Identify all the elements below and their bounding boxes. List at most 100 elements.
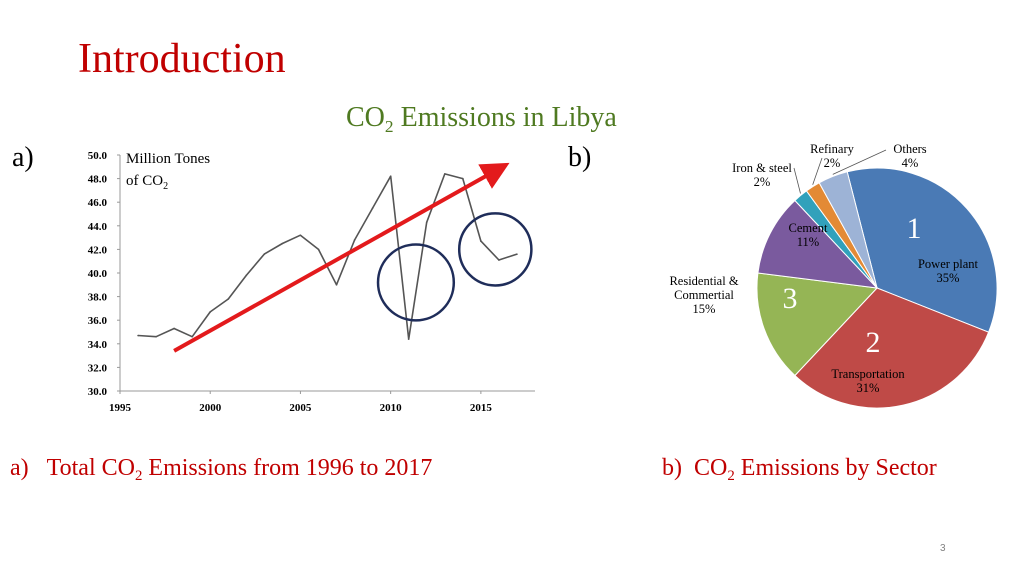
y-axis-label-line1: Million Tones <box>126 151 210 167</box>
line-chart-axes <box>117 154 535 394</box>
x-tick-label: 2015 <box>470 402 493 414</box>
data-point <box>137 334 139 337</box>
data-point <box>389 175 392 178</box>
label-refinary-line: Refinary <box>810 142 854 156</box>
caption-b: b) CO2 Emissions by Sector <box>662 456 937 484</box>
x-tick-label: 1995 <box>109 402 132 414</box>
data-point <box>462 177 464 180</box>
label-power-plant: Power plant 35% <box>918 257 979 285</box>
data-point <box>425 221 428 224</box>
x-tick-label: 2005 <box>289 402 312 414</box>
label-transportation-line: Transportation <box>831 367 905 381</box>
caption-b-prefix: CO <box>694 455 728 481</box>
data-point <box>263 253 266 255</box>
panel-a-letter: a) <box>12 142 34 173</box>
pie-slice-transportation <box>794 287 990 409</box>
data-point <box>353 239 356 241</box>
leader-refinary <box>812 157 823 185</box>
label-cement: Cement 11% <box>789 221 828 249</box>
pie-slices <box>756 167 998 409</box>
panel-b-letter: b) <box>568 142 592 173</box>
data-point <box>480 240 482 242</box>
label-cement-line: Cement <box>789 221 828 235</box>
data-point <box>443 173 446 175</box>
y-tick-label: 48.0 <box>88 174 108 186</box>
caption-b-marker: b) <box>662 455 682 481</box>
y-tick-label: 34.0 <box>88 339 108 351</box>
y-tick-label: 46.0 <box>88 197 108 209</box>
data-point <box>516 253 518 255</box>
pie-slice-residential-commertial <box>756 272 879 377</box>
caption-a: a) Total CO2 Emissions from 1996 to 2017 <box>10 456 432 484</box>
y-tick-label: 42.0 <box>88 244 108 256</box>
label-power-plant-line: 35% <box>937 271 960 285</box>
data-point <box>299 234 302 237</box>
label-refinary: Refinary 2% <box>810 142 854 170</box>
label-iron-steel-line: Iron & steel <box>732 161 792 175</box>
pie-chart: Power plant 35% Transportation 31% Residenti… <box>669 142 998 409</box>
y-axis-label-line2: of CO2 <box>126 173 168 192</box>
label-residential: Residential & Commertial 15% <box>669 274 738 316</box>
label-iron-steel: Iron & steel 2% <box>732 161 792 189</box>
data-point <box>407 338 410 340</box>
highlight-circle-1 <box>376 243 456 322</box>
caption-b-subscript: 2 <box>727 468 735 485</box>
label-iron-steel-line: 2% <box>754 175 771 189</box>
rank-number-1: 1 <box>907 212 922 245</box>
data-point <box>227 298 230 300</box>
data-point <box>245 274 248 277</box>
caption-a-suffix: Emissions from 1996 to 2017 <box>142 455 433 481</box>
y-tick-label: 50.0 <box>88 150 108 162</box>
rank-number-2: 2 <box>866 326 881 359</box>
chart-section-title: CO2 Emissions in Libya <box>346 102 617 137</box>
highlight-circle-2 <box>457 212 533 287</box>
line-chart: 30.0 32.0 34.0 36.0 38.0 40.0 42.0 44.0 46.0 48.0… <box>88 150 535 414</box>
trend-arrow <box>173 162 510 353</box>
y-axis-label-subscript: 2 <box>163 181 168 192</box>
label-others-line: 4% <box>902 156 919 170</box>
label-residential-line: 15% <box>693 302 716 316</box>
label-others-line: Others <box>893 142 926 156</box>
data-point <box>498 259 500 261</box>
subtitle-subscript: 2 <box>384 117 394 137</box>
caption-a-prefix: Total CO <box>46 455 135 481</box>
label-others: Others 4% <box>893 142 926 170</box>
data-point <box>281 242 284 245</box>
x-tick-label: 2000 <box>199 402 222 414</box>
y-tick-label: 32.0 <box>88 362 108 374</box>
page-number: 3 <box>940 543 946 554</box>
leader-iron-steel <box>793 167 801 194</box>
data-point <box>209 311 212 313</box>
caption-a-marker: a) <box>10 455 29 481</box>
rank-number-3: 3 <box>783 282 798 315</box>
slide-title: Introduction <box>78 36 286 82</box>
data-point <box>335 284 338 286</box>
data-point <box>317 248 320 251</box>
label-transportation: Transportation 31% <box>831 367 905 395</box>
label-refinary-line: 2% <box>824 156 841 170</box>
data-point <box>155 335 157 338</box>
label-power-plant-line: Power plant <box>918 257 979 271</box>
label-cement-line: 11% <box>797 235 819 249</box>
pie-slice-power-plant <box>846 167 998 333</box>
line-annotations <box>173 162 533 353</box>
label-transportation-line: 31% <box>857 381 880 395</box>
pie-slice-cement <box>757 199 879 289</box>
y-tick-label: 40.0 <box>88 268 108 280</box>
caption-a-subscript: 2 <box>134 468 143 485</box>
pie-slice-others <box>818 171 878 289</box>
y-tick-label: 44.0 <box>88 221 108 233</box>
data-point <box>173 327 175 330</box>
y-tick-label: 36.0 <box>88 315 108 327</box>
data-point <box>371 207 374 209</box>
x-tick-label: 2010 <box>380 402 403 414</box>
data-point <box>191 335 193 338</box>
line-chart-ticks: 30.0 32.0 34.0 36.0 38.0 40.0 42.0 44.0 46.0 48.0… <box>88 150 493 414</box>
y-tick-label: 30.0 <box>88 386 108 398</box>
caption-b-suffix: Emissions by Sector <box>734 455 937 481</box>
subtitle-prefix: CO <box>346 102 385 133</box>
label-residential-line: Commertial <box>674 288 734 302</box>
pie-labels: Power plant 35% Transportation 31% Residenti… <box>669 142 978 395</box>
label-residential-line: Residential & <box>669 274 738 288</box>
subtitle-suffix: Emissions in Libya <box>393 102 617 133</box>
